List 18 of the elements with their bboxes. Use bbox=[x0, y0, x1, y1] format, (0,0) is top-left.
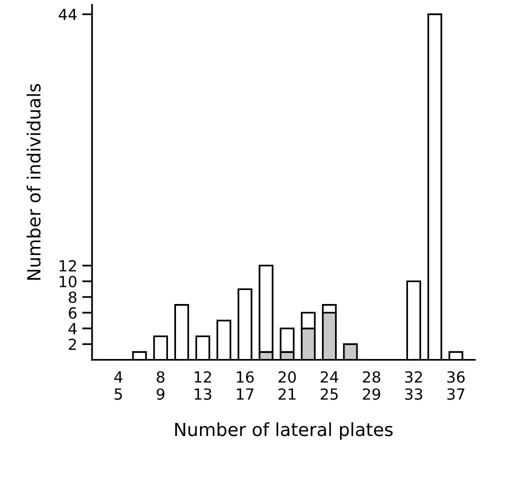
x-axis-title: Number of lateral plates bbox=[175, 422, 393, 440]
y-tick-label: 2 bbox=[68, 338, 76, 350]
y-tick-label: 6 bbox=[68, 307, 77, 319]
x-tick-label: 24 25 bbox=[320, 371, 338, 400]
x-tick-label: 8 9 bbox=[156, 371, 164, 400]
x-tick-label: 36 37 bbox=[447, 371, 465, 400]
x-tick-label: 28 29 bbox=[362, 371, 380, 400]
y-tick-label: 8 bbox=[68, 291, 76, 304]
x-tick-label: 16 17 bbox=[236, 371, 254, 400]
y-tick-label: 12 bbox=[60, 260, 76, 272]
y-tick-label: 10 bbox=[60, 276, 76, 288]
y-axis-title: Number of individuals bbox=[26, 84, 41, 280]
y-tick-label: 4 bbox=[68, 323, 77, 334]
x-tick-label: 32 33 bbox=[405, 371, 422, 400]
x-tick-label: 4 5 bbox=[114, 371, 122, 400]
y-tick-label: 44 bbox=[58, 8, 77, 20]
x-tick-label: 12 13 bbox=[194, 371, 212, 400]
x-tick-label: 20 21 bbox=[278, 371, 296, 400]
